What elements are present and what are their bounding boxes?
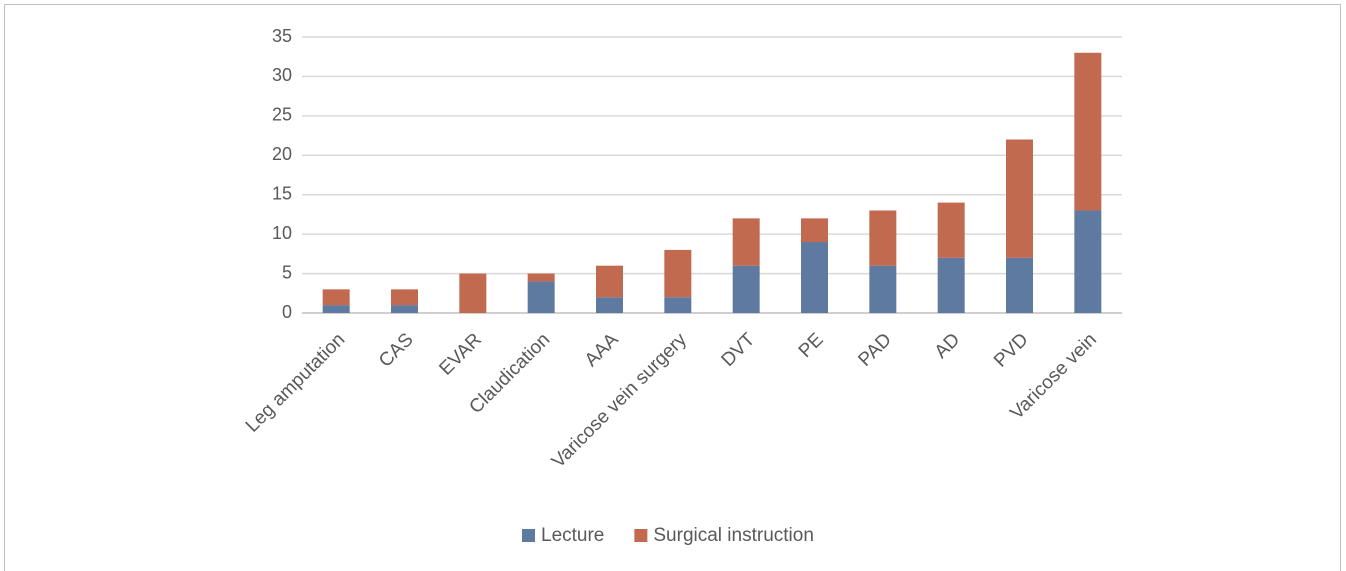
legend-label: Surgical instruction xyxy=(653,525,814,546)
bar-segment xyxy=(527,281,555,313)
y-tick-label: 35 xyxy=(272,26,292,46)
bar-segment xyxy=(322,305,350,313)
y-tick-label: 0 xyxy=(282,302,292,322)
bar-segment xyxy=(869,265,897,313)
x-tick-label: PAD xyxy=(854,329,895,370)
x-tick-label: Varicose vein surgery xyxy=(548,329,691,472)
bar-segment xyxy=(1006,139,1033,258)
bar-segment xyxy=(391,305,418,313)
bar-segment xyxy=(732,218,760,266)
bar-segment xyxy=(732,265,760,313)
x-tick-label: CAS xyxy=(375,329,417,371)
bar-segment xyxy=(937,257,965,313)
x-tick-label: PE xyxy=(795,329,828,362)
y-tick-label: 20 xyxy=(272,144,292,164)
bar-segment xyxy=(527,273,555,282)
y-tick-label: 10 xyxy=(272,223,292,243)
bar-segment xyxy=(869,210,897,266)
x-tick-label: AAA xyxy=(581,329,623,371)
bar-segment xyxy=(664,249,692,298)
y-tick-label: 30 xyxy=(272,65,292,85)
bar-segment xyxy=(1006,257,1033,313)
bar-segment xyxy=(937,202,965,258)
bar-segment xyxy=(1074,52,1102,211)
frame xyxy=(4,4,1341,571)
bar-segment xyxy=(801,218,828,243)
bar-segment xyxy=(459,273,487,313)
legend-label: Lecture xyxy=(541,525,604,546)
legend-swatch xyxy=(522,529,535,542)
x-tick-label: Leg amputation xyxy=(242,329,349,436)
bar-segment xyxy=(596,265,623,298)
bar-segment xyxy=(322,289,350,306)
legend-swatch xyxy=(634,529,648,542)
x-tick-label: PVD xyxy=(990,329,1032,371)
x-tick-label: AD xyxy=(931,329,965,363)
y-tick-label: 15 xyxy=(272,183,292,203)
bar-segment xyxy=(801,242,828,313)
y-tick-label: 25 xyxy=(272,105,292,125)
bar-segment xyxy=(1074,210,1102,313)
bar-segment xyxy=(664,297,692,313)
bar-segment xyxy=(596,297,623,313)
x-tick-label: DVT xyxy=(718,329,760,371)
bar-segment xyxy=(391,289,418,306)
y-tick-label: 5 xyxy=(282,262,292,282)
x-tick-label: EVAR xyxy=(435,329,485,379)
